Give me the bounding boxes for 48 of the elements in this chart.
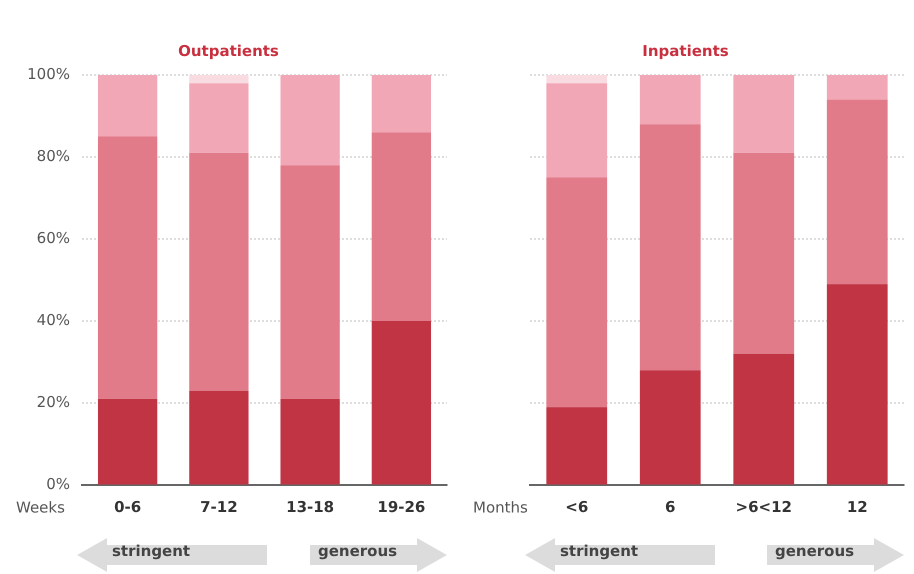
x-tick-label: >6<12 [736,498,792,516]
x-tick-label: 12 [846,498,868,516]
bar [372,132,432,321]
y-tick-label: 80% [36,146,70,165]
bar [733,152,794,354]
text: stringent [112,542,190,560]
bar [546,407,608,484]
x-tick-label: 6 [665,498,676,516]
bar [826,75,888,100]
bar [280,398,340,484]
bar [98,398,158,484]
y-tick-label: 100% [27,64,70,83]
x-tick-label: 7-12 [200,498,238,516]
x-tick-label: 13-18 [286,498,334,516]
bar [372,75,432,132]
y-tick-label: 0% [46,474,70,493]
bar [372,321,432,484]
bar [640,75,701,124]
bar [280,75,340,166]
x-tick-label: <6 [565,498,588,516]
bar [546,83,608,178]
bar [546,75,608,84]
chart-title: Inpatients [641,42,730,60]
chart-title: Outpatients [177,42,280,60]
bar [733,354,794,484]
bar [189,83,249,153]
y-tick-label: 60% [36,228,70,247]
y-tick-label: 40% [36,310,70,329]
x-axis-title: Months [473,498,528,516]
bar [640,370,701,484]
text: stringent [560,542,638,560]
y-tick-label: 20% [36,392,70,411]
bar [733,75,794,153]
bar [546,178,608,408]
x-tick-label: 0-6 [114,498,142,516]
text: generous [775,542,854,560]
bar [280,165,340,399]
bar [826,284,888,484]
x-axis-title: Weeks [16,498,66,516]
bar [189,152,249,391]
x-tick-label: 19-26 [377,498,426,516]
bar [98,75,158,136]
bar [189,75,249,84]
bar [826,100,888,284]
bar [640,124,701,370]
bar [189,390,249,484]
text: generous [318,542,398,560]
bar [98,136,158,399]
